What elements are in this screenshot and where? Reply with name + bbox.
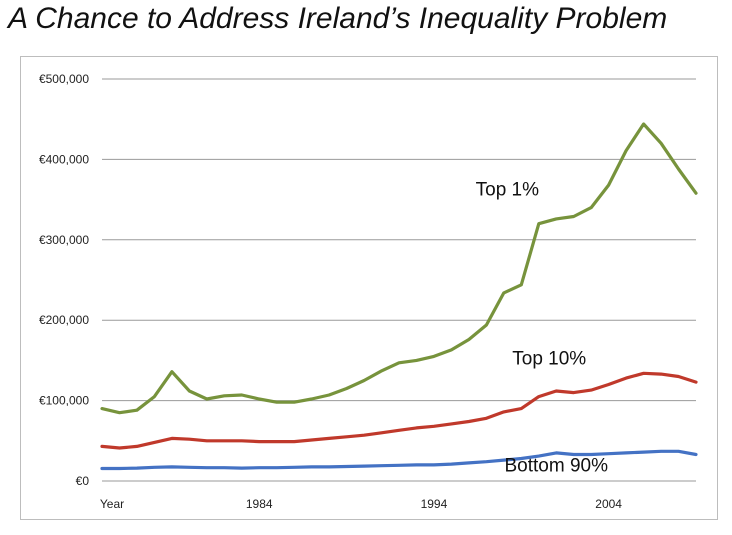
- x-tick-label: 1984: [246, 497, 273, 511]
- y-tick-label: €400,000: [39, 152, 89, 166]
- y-tick-label: €100,000: [39, 394, 89, 408]
- chart-frame: [20, 56, 718, 520]
- y-tick-label: €200,000: [39, 313, 89, 327]
- y-tick-label: €0: [76, 474, 90, 488]
- y-tick-label: €500,000: [39, 72, 89, 86]
- series-labels: Top 1% Top 10% Bottom 90%: [476, 180, 608, 477]
- gridlines: [102, 78, 696, 482]
- series-label: Top 1%: [476, 180, 539, 201]
- x-axis-ticks: Year 1984 1994 2004: [100, 497, 622, 511]
- series-label: Bottom 90%: [504, 455, 608, 476]
- series-label: Top 10%: [512, 348, 586, 369]
- series-lines: [100, 122, 698, 471]
- y-tick-label: €300,000: [39, 233, 89, 247]
- chart-title: A Chance to Address Ireland’s Inequality…: [8, 2, 668, 35]
- series-line-bottom-90: [100, 449, 698, 471]
- x-tick-label: 1994: [421, 497, 448, 511]
- series-line-top-1: [100, 122, 698, 415]
- x-axis-label: Year: [100, 497, 124, 511]
- y-axis-ticks: €0 €100,000 €200,000 €300,000 €400,000 €500,0…: [39, 72, 89, 488]
- x-tick-label: 2004: [595, 497, 622, 511]
- series-line-top-10: [100, 371, 698, 450]
